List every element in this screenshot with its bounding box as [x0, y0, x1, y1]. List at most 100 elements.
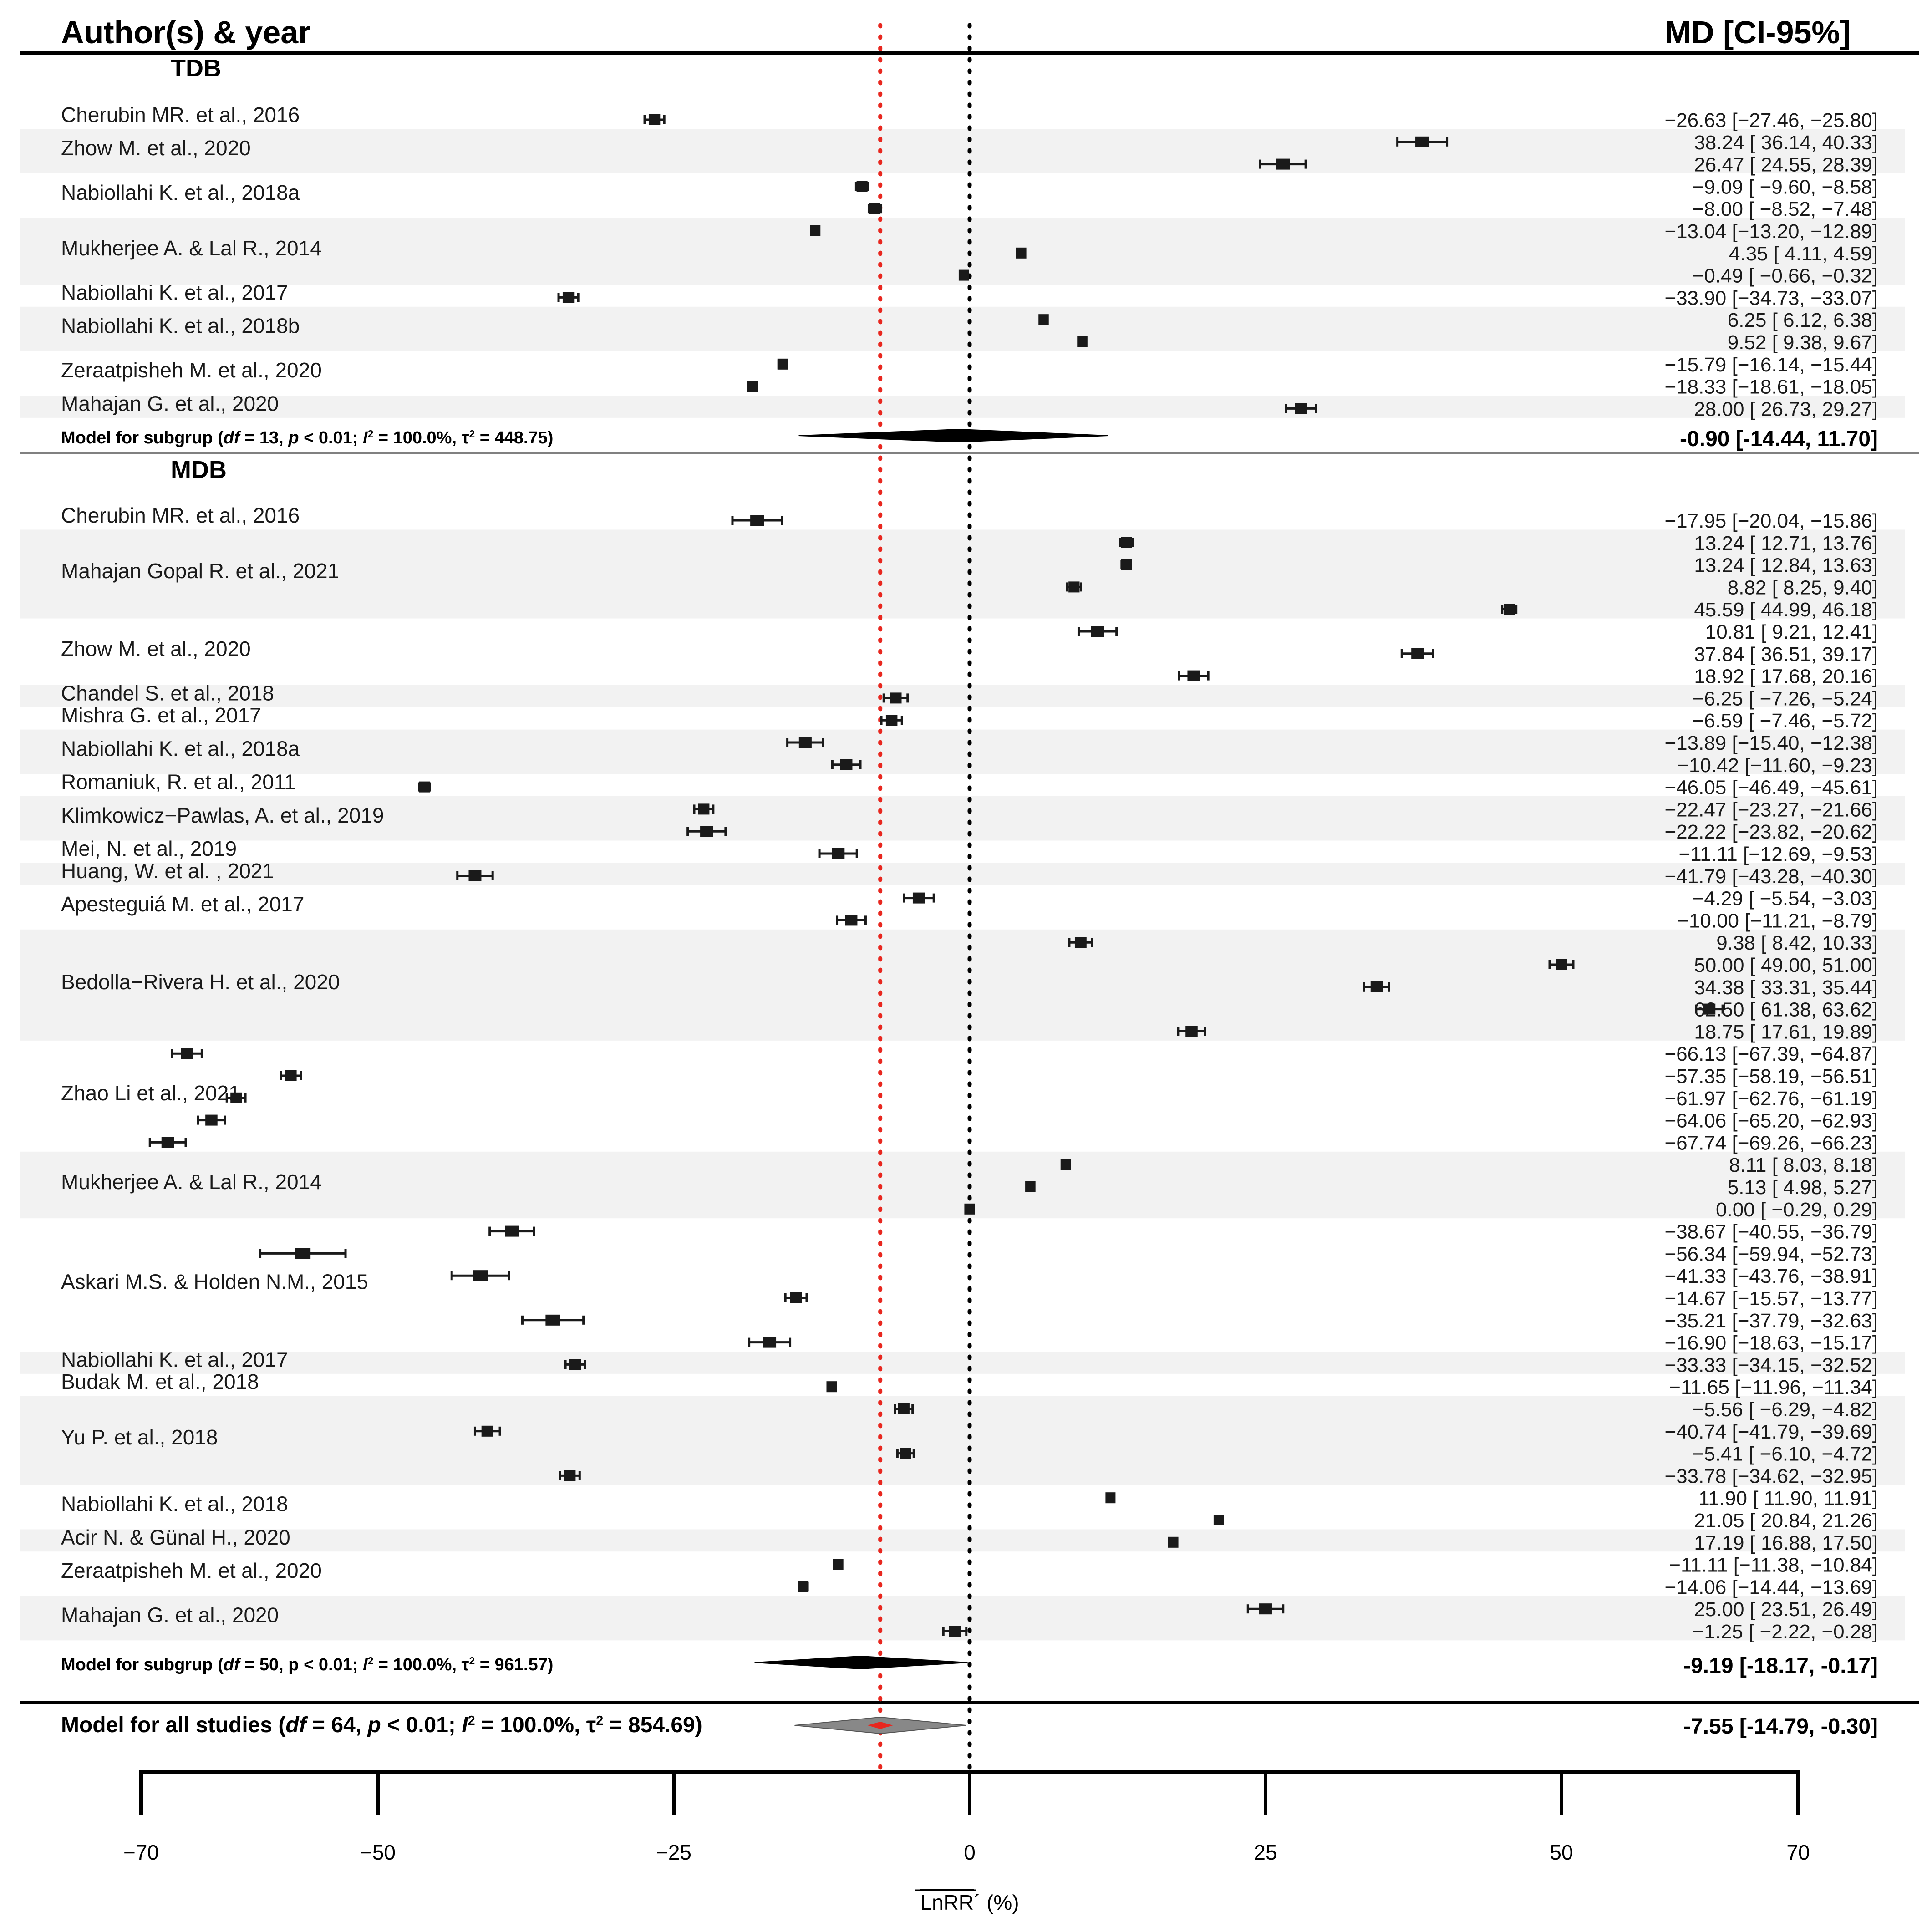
point-estimate — [1415, 136, 1429, 147]
point-estimate — [869, 203, 881, 214]
md-value: −5.56 [ −6.29, −4.82] — [1693, 1398, 1878, 1421]
x-tick-label: 70 — [1786, 1841, 1810, 1864]
point-estimate — [1105, 1492, 1116, 1504]
study-label: Mukherjee A. & Lal R., 2014 — [61, 236, 322, 260]
study-stripe — [20, 1352, 1905, 1374]
point-estimate — [958, 269, 969, 281]
study-label: Cherubin MR. et al., 2016 — [61, 503, 300, 527]
study-label: Mei, N. et al., 2019 — [61, 837, 237, 860]
point-estimate — [564, 1470, 576, 1481]
md-value: −11.11 [−12.69, −9.53] — [1678, 843, 1878, 865]
subgroup-model-label-tdb-df: df — [224, 428, 241, 447]
md-value: −33.78 [−34.62, −32.95] — [1664, 1465, 1878, 1487]
md-value: −9.09 [ −9.60, −8.58] — [1693, 176, 1878, 198]
subgroup-model-label-tdb-tau-sup: 2 — [469, 428, 475, 440]
md-value: 50.00 [ 49.00, 51.00] — [1694, 954, 1878, 976]
point-estimate — [1068, 581, 1080, 593]
point-estimate — [763, 1337, 777, 1348]
overall-model-label-prefix: Model for all studies ( — [61, 1713, 285, 1737]
point-estimate — [798, 737, 812, 748]
md-value: −8.00 [ −8.52, −7.48] — [1693, 198, 1878, 220]
point-estimate — [1121, 559, 1132, 570]
md-value: 11.90 [ 11.90, 11.91] — [1698, 1487, 1878, 1510]
point-estimate — [845, 915, 858, 926]
study-stripe — [20, 685, 1905, 707]
overall-model-label-df: df — [285, 1713, 308, 1737]
point-estimate — [505, 1225, 519, 1237]
point-estimate — [700, 826, 713, 837]
md-value: −4.29 [ −5.54, −3.03] — [1693, 888, 1878, 910]
row-labels: Author(s) & year MD [CI-95%] TDB Cherubin M… — [61, 15, 1878, 1739]
md-value: −14.67 [−15.57, −13.77] — [1664, 1287, 1878, 1310]
point-estimate — [912, 892, 925, 904]
row-stripes — [20, 129, 1905, 1641]
subgroup-title-tdb: TDB — [171, 55, 221, 82]
study-label: Acir N. & Günal H., 2020 — [61, 1525, 290, 1549]
md-value: 18.92 [ 17.68, 20.16] — [1694, 666, 1878, 688]
study-label: Mukherjee A. & Lal R., 2014 — [61, 1170, 322, 1194]
md-value: 21.05 [ 20.84, 21.26] — [1694, 1510, 1878, 1532]
study-stripe — [20, 796, 1905, 841]
md-value: −41.79 [−43.28, −40.30] — [1664, 865, 1878, 888]
subgroup-model-label-mdb-tau-value: = 961.57) — [475, 1655, 553, 1674]
point-estimate — [230, 1092, 242, 1103]
point-estimate — [885, 715, 898, 726]
point-estimate — [810, 225, 821, 236]
md-value: −22.47 [−23.27, −21.66] — [1664, 798, 1878, 821]
overall-model-label-p-value: < 0.01; — [381, 1713, 462, 1737]
subgroup-model-label-mdb-i2-sup: 2 — [368, 1655, 374, 1667]
md-value: −10.42 [−11.60, −9.23] — [1677, 754, 1878, 777]
md-value: −67.74 [−69.26, −66.23] — [1664, 1132, 1878, 1154]
md-value: −22.22 [−23.82, −20.62] — [1664, 821, 1878, 843]
md-value: 9.38 [ 8.42, 10.33] — [1716, 932, 1878, 954]
study-stripe — [20, 1151, 1905, 1219]
study-stripe — [20, 306, 1905, 351]
subgroup-model-label-tdb: Model for subgrup (df = 13, p < 0.01; I2… — [61, 428, 553, 447]
study-label: Yu P. et al., 2018 — [61, 1425, 218, 1449]
md-value: 9.52 [ 9.38, 9.67] — [1728, 331, 1878, 354]
md-value: −26.63 [−27.46, −25.80] — [1664, 109, 1878, 132]
point-estimate — [831, 848, 845, 859]
point-estimate — [826, 1381, 837, 1393]
point-estimate — [900, 1448, 911, 1459]
point-estimate — [205, 1114, 218, 1126]
md-value: −35.21 [−37.79, −32.63] — [1664, 1310, 1878, 1332]
md-value: −15.79 [−16.14, −15.44] — [1664, 354, 1878, 376]
md-value: −33.90 [−34.73, −33.07] — [1664, 287, 1878, 309]
md-value: 25.00 [ 23.51, 26.49] — [1694, 1598, 1878, 1621]
md-value: −11.11 [−11.38, −10.84] — [1669, 1554, 1878, 1576]
point-estimate — [1091, 626, 1104, 637]
study-stripe — [20, 1529, 1905, 1552]
md-value: 13.24 [ 12.71, 13.76] — [1694, 532, 1878, 554]
point-estimate — [1025, 1181, 1036, 1192]
point-estimate — [798, 1581, 809, 1592]
md-value: −5.41 [ −6.10, −4.72] — [1693, 1443, 1878, 1465]
subgroup-model-label-tdb-i2: I — [363, 428, 368, 447]
point-estimate — [840, 759, 853, 770]
study-stripe — [20, 529, 1905, 619]
study-label: Zhao Li et al., 2021 — [61, 1081, 240, 1105]
x-tick-label: 25 — [1254, 1841, 1277, 1864]
plot-frame — [20, 51, 1919, 1704]
subgroup-model-label-tdb-i2-sup: 2 — [368, 428, 374, 440]
study-label: Mahajan G. et al., 2020 — [61, 392, 279, 415]
study-label: Cherubin MR. et al., 2016 — [61, 103, 300, 127]
md-value: −13.04 [−13.20, −12.89] — [1664, 220, 1878, 243]
reference-lines — [878, 23, 972, 1773]
subgroup-model-md-mdb: -9.19 [-18.17, -0.17] — [1683, 1654, 1878, 1678]
md-value: −17.95 [−20.04, −15.86] — [1664, 510, 1878, 532]
point-estimate — [295, 1248, 311, 1259]
md-value: −14.06 [−14.44, −13.69] — [1664, 1576, 1878, 1598]
point-estimate — [1504, 604, 1515, 615]
subgroup-model-label-mdb-prefix: Model for subgrup ( — [61, 1655, 224, 1674]
study-label: Huang, W. et al. , 2021 — [61, 859, 274, 883]
study-label: Nabiollahi K. et al., 2017 — [61, 1347, 288, 1371]
overall-model-label-i2-sup: 2 — [468, 1714, 475, 1728]
study-label: Apesteguiá M. et al., 2017 — [61, 892, 304, 916]
subgroup-model-md-tdb: -0.90 [-14.44, 11.70] — [1680, 427, 1878, 451]
point-estimate — [833, 1559, 844, 1570]
point-estimate — [698, 803, 710, 815]
study-label: Chandel S. et al., 2018 — [61, 681, 274, 705]
x-axis-label-unit: (%) — [981, 1891, 1019, 1914]
md-value: 13.24 [ 12.84, 13.63] — [1694, 554, 1878, 577]
